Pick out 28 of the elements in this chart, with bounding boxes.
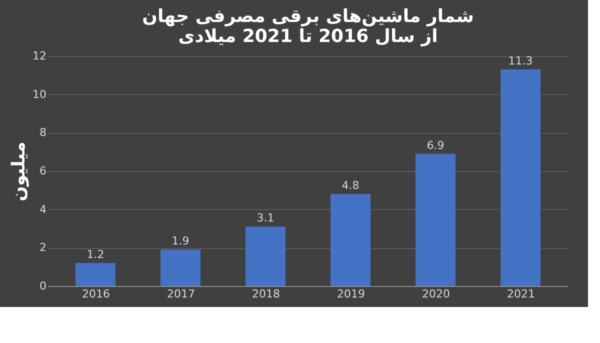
data-label: 1.2 (86, 248, 104, 261)
y-tick-label: 4 (40, 202, 46, 216)
x-tick-label: 2019 (337, 288, 365, 300)
x-tick-label: 2017 (167, 288, 195, 300)
x-tick-label: 2021 (507, 288, 535, 300)
bar (160, 250, 200, 286)
y-tick-label: 0 (40, 280, 46, 292)
y-tick-label: 6 (40, 164, 46, 178)
y-tick-label: 2 (40, 241, 46, 254)
bar (76, 263, 116, 286)
bar (330, 194, 370, 286)
x-tick-label: 2018 (252, 288, 280, 300)
y-tick-label: 12 (32, 50, 46, 62)
bar (500, 69, 540, 286)
x-tick-label: 2020 (422, 288, 450, 300)
text: شمار ماشین‌های برقی مصرفی جهان (142, 6, 474, 27)
y-axis-title: میلیون (8, 142, 30, 202)
bar (416, 154, 456, 286)
data-label: 4.8 (342, 179, 360, 192)
bar (246, 226, 286, 286)
y-tick-label: 10 (32, 88, 46, 101)
y-tick-label: 8 (40, 126, 46, 140)
text: از سال 2016 تا 2021 میلادی (178, 26, 438, 47)
data-label: 11.3 (508, 54, 533, 68)
data-label: 3.1 (256, 212, 274, 225)
x-tick-label: 2016 (82, 288, 110, 300)
data-label: 1.9 (172, 234, 190, 248)
data-label: 6.9 (426, 138, 444, 152)
